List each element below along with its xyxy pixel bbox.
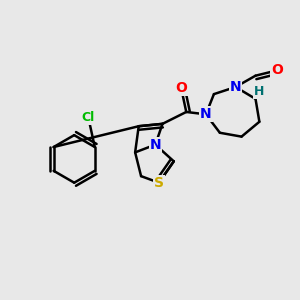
Text: Cl: Cl [82,111,95,124]
Text: N: N [230,80,242,94]
Text: H: H [254,85,264,98]
Text: N: N [200,107,212,121]
Text: S: S [154,176,164,190]
Text: O: O [175,81,187,95]
Text: O: O [271,63,283,77]
Text: N: N [149,138,161,152]
